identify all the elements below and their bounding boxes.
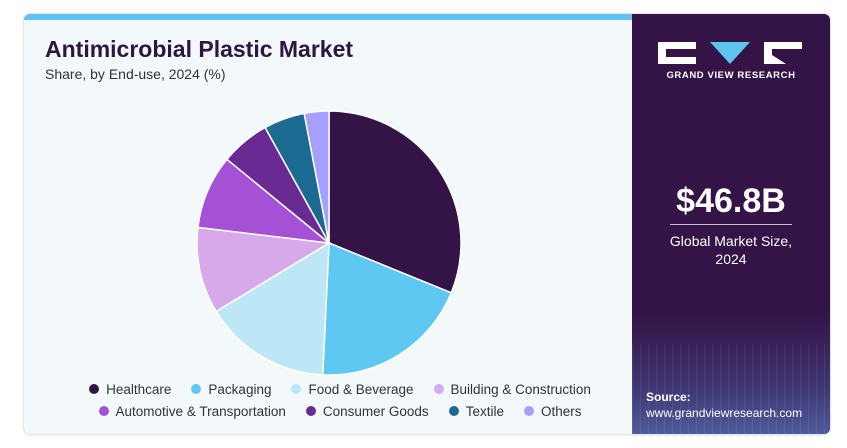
legend-swatch	[98, 406, 109, 416]
legend-swatch	[291, 384, 302, 394]
source-url: www.grandviewresearch.com	[646, 406, 803, 420]
market-size-label-line2: 2024	[715, 251, 747, 267]
pie-chart	[196, 110, 462, 376]
sidebar-glow	[632, 314, 830, 434]
market-size-label: Global Market Size, 2024	[632, 232, 830, 268]
legend-item-packaging: Packaging	[191, 382, 271, 397]
legend-item-building-construction: Building & Construction	[433, 381, 591, 397]
sidebar-panel: GRAND VIEW RESEARCH $46.8B Global Market…	[632, 14, 830, 434]
market-size-label-line1: Global Market Size,	[669, 233, 793, 249]
divider	[670, 224, 792, 225]
legend-swatch	[523, 406, 534, 416]
legend-label: Automotive & Transportation	[115, 403, 286, 419]
chart-legend: Healthcare Packaging Food & Beverage Bui…	[60, 378, 620, 422]
pie-slice-building-construction	[196, 226, 332, 313]
market-size-value: $46.8B	[676, 182, 786, 220]
legend-swatch	[433, 384, 444, 394]
chart-title: Antimicrobial Plastic Market	[45, 36, 354, 62]
legend-label: Others	[540, 403, 582, 419]
legend-label: Healthcare	[106, 381, 172, 397]
legend-row-2: Automotive & Transportation Consumer Goo…	[60, 400, 620, 422]
legend-item-automotive-transportation: Automotive & Transportation	[98, 403, 286, 419]
brand-name: GRAND VIEW RESEARCH	[666, 70, 796, 81]
legend-swatch	[305, 406, 316, 416]
legend-item-others: Others	[523, 403, 582, 419]
chart-subtitle: Share, by End-use, 2024 (%)	[45, 66, 226, 82]
legend-label: Building & Construction	[450, 381, 591, 397]
legend-label: Packaging	[208, 381, 272, 397]
legend-swatch	[191, 384, 202, 394]
grand-view-research-logo	[658, 42, 802, 64]
pie-slice-packaging	[321, 241, 453, 376]
source-label: Source:	[646, 390, 691, 404]
sidebar-texture	[632, 344, 830, 434]
legend-item-food-beverage: Food & Beverage	[291, 381, 414, 397]
legend-item-textile: Textile	[448, 403, 504, 419]
pie-slice-others	[303, 110, 330, 244]
legend-row-1: Healthcare Packaging Food & Beverage Bui…	[60, 378, 620, 400]
chart-card: Antimicrobial Plastic Market Share, by E…	[24, 14, 830, 434]
legend-item-consumer-goods: Consumer Goods	[305, 403, 429, 419]
pie-slice-healthcare	[328, 110, 462, 294]
legend-item-healthcare: Healthcare	[89, 382, 171, 397]
pie-slice-food-beverage	[215, 241, 330, 376]
legend-label: Consumer Goods	[322, 403, 429, 419]
legend-label: Food & Beverage	[308, 381, 414, 397]
legend-swatch	[448, 406, 459, 416]
accent-bar	[24, 14, 632, 20]
legend-swatch	[89, 384, 100, 394]
legend-label: Textile	[465, 403, 504, 419]
